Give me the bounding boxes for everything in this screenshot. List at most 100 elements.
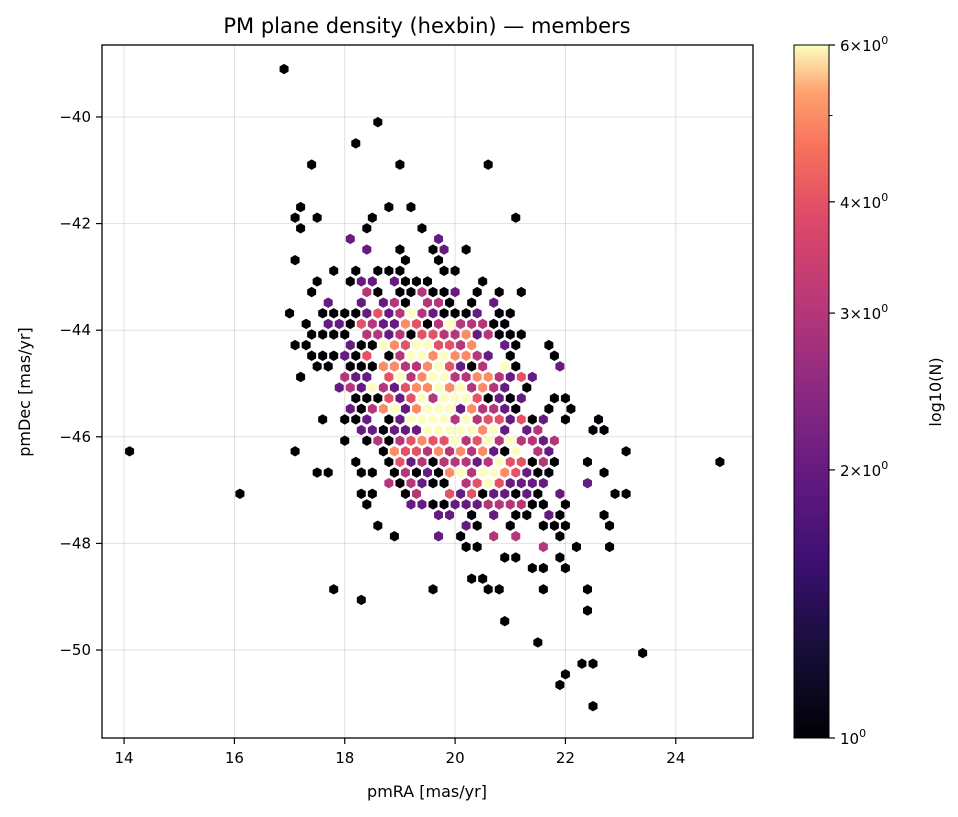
hexbin-cell [400, 254, 410, 266]
hexbin-cell [533, 424, 543, 436]
hexbin-cell [511, 509, 521, 521]
hexbin-cell [461, 329, 471, 340]
hexbin-cell [467, 446, 477, 457]
hexbin-cell [367, 488, 377, 499]
hexbin-cell [395, 329, 405, 340]
colorbar-label: log10(N) [926, 357, 945, 426]
hexbin-cell [538, 520, 548, 531]
hexbin-cell [472, 520, 482, 531]
hexbin-cell [461, 456, 471, 468]
hexbin-cell [505, 477, 515, 489]
x-tick-label: 18 [335, 749, 354, 767]
hexbin-cell [340, 350, 350, 361]
hexbin-cell [329, 308, 339, 319]
hexbin-cell [329, 350, 339, 361]
hexbin-cell [456, 382, 466, 393]
hexbin-cell [549, 520, 559, 531]
hexbin-cell [456, 339, 466, 351]
hexbin-cell [511, 361, 521, 372]
hexbin-cell [533, 637, 543, 648]
hexbin-cell [318, 308, 328, 319]
hexbin-cell [538, 562, 548, 574]
hexbin-cell [423, 467, 432, 478]
hexbin-cell [483, 393, 493, 404]
hexbin-cell [373, 329, 383, 340]
hexbin-cell [489, 467, 499, 478]
hexbin-cell [445, 339, 455, 351]
hexbin-cell [400, 318, 410, 330]
hexbin-cell [384, 308, 394, 319]
hexbin-cell [472, 371, 482, 383]
hexbin-cell [439, 393, 449, 404]
hexbin-cell [307, 329, 317, 340]
hexbin-cell [505, 414, 515, 425]
hexbin-cell [351, 308, 361, 319]
hexbin-cell [445, 361, 455, 372]
hexbin-cell [395, 244, 405, 255]
hexbin-cell [467, 382, 477, 393]
hexbin-cell [417, 286, 427, 298]
hexbin-cell [456, 488, 466, 499]
hexbin-cell [467, 339, 477, 351]
hexbin-cell [445, 467, 455, 478]
hexbin-cell [395, 371, 405, 383]
hexbin-cell [538, 435, 548, 446]
hexbin-cell [389, 424, 399, 436]
hexbin-cell [500, 339, 510, 351]
hexbin-cell [560, 669, 570, 680]
hexbin-cell [439, 329, 449, 340]
hexbin-cell [450, 371, 460, 383]
colorbar-tick-label: 3×100 [840, 302, 888, 323]
hexbin-cell [389, 318, 399, 330]
hexbin-cell [434, 297, 444, 308]
hexbin-cell [467, 297, 477, 308]
plot-area-frame [101, 44, 754, 739]
hexbin-cell [538, 584, 548, 595]
hexbin-cell [428, 350, 438, 361]
hexbin-cell [516, 371, 526, 383]
hexbin-cell [423, 403, 432, 415]
hexbin-cell [395, 308, 405, 319]
hexbin-cell [467, 573, 477, 584]
hexbin-cell [494, 499, 504, 510]
hexbin-cell [505, 329, 515, 340]
hexbin-cell [290, 212, 300, 223]
hexbin-cell [384, 265, 394, 276]
hexbin-cell [511, 446, 521, 457]
hexbin-cell [599, 509, 609, 521]
hexbin-cell [406, 456, 416, 468]
hexbin-cell [638, 647, 648, 659]
hexbin-cell [406, 350, 416, 361]
hexbin-cell [483, 499, 493, 510]
hexbin-cell [494, 414, 504, 425]
hexbin-cell [544, 403, 554, 415]
hexbin-cell [472, 456, 482, 468]
colorbar-tick-label: 100 [840, 727, 866, 748]
hexbin-cell [522, 382, 532, 393]
hexbin-cell [461, 499, 471, 510]
hexbin-cell [384, 435, 394, 446]
hexbin-cell [511, 552, 521, 563]
hexbin-cell [500, 382, 510, 393]
hexbin-cell [400, 382, 410, 393]
hexbin-cell [400, 488, 410, 499]
hexbin-cell [373, 265, 383, 276]
hexbin-cell [483, 414, 493, 425]
hexbin-cell [411, 339, 421, 351]
hexbin-cell [445, 297, 455, 308]
hexbin-cell [395, 414, 405, 425]
hexbin-cell [549, 435, 559, 446]
hexbin-cell [351, 371, 361, 383]
hexbin-cell [472, 286, 482, 298]
hexbin-cell [434, 467, 444, 478]
hexbin-cell [428, 393, 438, 404]
hexbin-cell [549, 456, 559, 468]
hexbin-cell [235, 488, 245, 499]
hexbin-cell [411, 382, 421, 393]
hexbin-cell [362, 286, 372, 298]
hexbin-cell [329, 584, 339, 595]
hexbin-cell [417, 371, 427, 383]
hexbin-cell [566, 403, 576, 415]
hexbin-cell [500, 616, 510, 627]
